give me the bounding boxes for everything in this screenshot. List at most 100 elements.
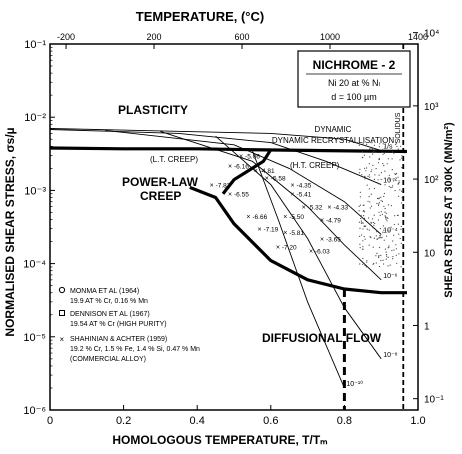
recrystallisation-stipple <box>381 213 383 216</box>
recrystallisation-stipple <box>364 167 366 169</box>
recrystallisation-stipple <box>380 254 382 256</box>
region-diffusional-flow: DIFFUSIONAL FLOW <box>262 331 382 345</box>
recrystallisation-stipple <box>361 156 364 158</box>
recrystallisation-stipple <box>390 226 392 228</box>
recrystallisation-stipple <box>391 169 393 171</box>
recrystallisation-stipple <box>370 236 372 239</box>
data-point-label: -3.65 <box>326 237 341 244</box>
recrystallisation-stipple <box>373 237 375 239</box>
recrystallisation-stipple <box>366 260 368 262</box>
right-tick-label: 10 <box>424 248 436 259</box>
recrystallisation-stipple <box>362 228 364 230</box>
recrystallisation-stipple <box>368 174 370 176</box>
y-axis-label: NORMALISED SHEAR STRESS, σs/µ <box>3 127 17 336</box>
data-point-marker: × <box>309 249 313 256</box>
recrystallisation-stipple <box>366 167 368 169</box>
right-tick-label: 10⁻¹ <box>424 395 444 406</box>
recrystallisation-stipple <box>378 257 380 259</box>
data-point-marker: × <box>210 183 214 190</box>
recrystallisation-stipple <box>361 234 363 236</box>
recrystallisation-stipple <box>370 193 372 195</box>
recrystallisation-stipple <box>399 237 401 240</box>
recrystallisation-stipple <box>372 151 374 153</box>
x-tick-label: 0 <box>47 415 53 427</box>
recrystallisation-stipple <box>358 221 360 223</box>
recrystallisation-stipple <box>393 249 395 251</box>
recrystallisation-stipple <box>379 237 381 239</box>
recrystallisation-stipple <box>378 198 380 200</box>
data-point-label: -6.66 <box>252 214 267 221</box>
recrystallisation-stipple <box>400 202 403 204</box>
recrystallisation-stipple <box>360 222 362 224</box>
recrystallisation-stipple <box>362 263 364 265</box>
recrystallisation-stipple <box>383 263 385 265</box>
y-tick-label: 10⁻³ <box>24 185 46 197</box>
recrystallisation-stipple <box>370 205 373 207</box>
recrystallisation-stipple <box>358 144 360 146</box>
recrystallisation-stipple <box>375 262 377 264</box>
recrystallisation-stipple <box>383 152 385 154</box>
recrystallisation-stipple <box>400 242 402 244</box>
recrystallisation-stipple <box>394 173 396 175</box>
recrystallisation-stipple <box>385 217 387 219</box>
recrystallisation-stipple <box>376 202 378 205</box>
recrystallisation-stipple <box>390 205 393 207</box>
recrystallisation-stipple <box>383 239 385 241</box>
recrystallisation-stipple <box>375 255 377 257</box>
legend-circle-marker <box>58 286 66 294</box>
recrystallisation-stipple <box>359 196 361 198</box>
recrystallisation-stipple <box>369 148 371 150</box>
recrystallisation-stipple <box>384 215 386 217</box>
recrystallisation-stipple <box>380 259 382 262</box>
recrystallisation-stipple <box>378 146 380 148</box>
recrystallisation-stipple <box>362 151 364 153</box>
recrystallisation-stipple <box>383 192 385 195</box>
recrystallisation-stipple <box>387 247 389 249</box>
recrystallisation-stipple <box>398 195 400 197</box>
recrystallisation-stipple <box>363 211 366 213</box>
recrystallisation-stipple <box>362 246 364 248</box>
recrystallisation-stipple <box>378 265 380 268</box>
recrystallisation-stipple <box>398 180 400 182</box>
data-point-label: -7.19 <box>263 227 278 234</box>
data-point-label: -5.41 <box>297 192 312 199</box>
x-tick-label: 1.0 <box>410 415 425 427</box>
recrystallisation-stipple <box>359 235 361 237</box>
recrystallisation-stipple <box>392 240 394 242</box>
recrystallisation-stipple <box>392 185 394 187</box>
recrystallisation-stipple <box>362 143 364 145</box>
recrystallisation-stipple <box>359 168 361 170</box>
data-point-marker: × <box>291 192 295 199</box>
recrystallisation-stipple <box>381 236 383 238</box>
recrystallisation-stipple <box>397 176 399 178</box>
recrystallisation-stipple <box>385 218 387 220</box>
recrystallisation-stipple <box>375 168 377 170</box>
data-point-marker: × <box>246 214 250 221</box>
data-point-label: -5.32 <box>308 205 323 212</box>
recrystallisation-stipple <box>380 172 382 174</box>
recrystallisation-stipple <box>371 148 373 150</box>
composition-line: Ni 20 at % Nₗ <box>328 78 381 88</box>
data-point-label: -4.81 <box>260 168 275 175</box>
recrystallisation-stipple <box>393 234 395 236</box>
recrystallisation-stipple <box>377 162 380 164</box>
legend-square-marker <box>59 310 65 316</box>
data-point-marker: × <box>257 227 261 234</box>
x-tick-label: 0.4 <box>190 415 205 427</box>
recrystallisation-stipple <box>369 201 371 203</box>
recrystallisation-stipple <box>386 235 388 237</box>
recrystallisation-stipple <box>392 256 394 258</box>
recrystallisation-stipple <box>400 266 402 268</box>
recrystallisation-stipple <box>394 190 396 192</box>
recrystallisation-stipple <box>374 222 376 224</box>
recrystallisation-stipple <box>385 212 387 214</box>
data-point-marker: × <box>228 163 232 170</box>
recrystallisation-stipple <box>373 214 375 216</box>
recrystallisation-stipple <box>384 208 386 210</box>
recrystallisation-stipple <box>380 178 382 181</box>
recrystallisation-stipple <box>371 218 373 220</box>
axes: 0 0.2 0.4 0.6 0.8 1.0 10⁻⁶ 10⁻⁵ 10⁻⁴ 10⁻³ 10⁻² 10⁻¹… <box>23 29 444 427</box>
data-point-label: -4.35 <box>297 183 312 190</box>
recrystallisation-stipple <box>380 211 382 213</box>
